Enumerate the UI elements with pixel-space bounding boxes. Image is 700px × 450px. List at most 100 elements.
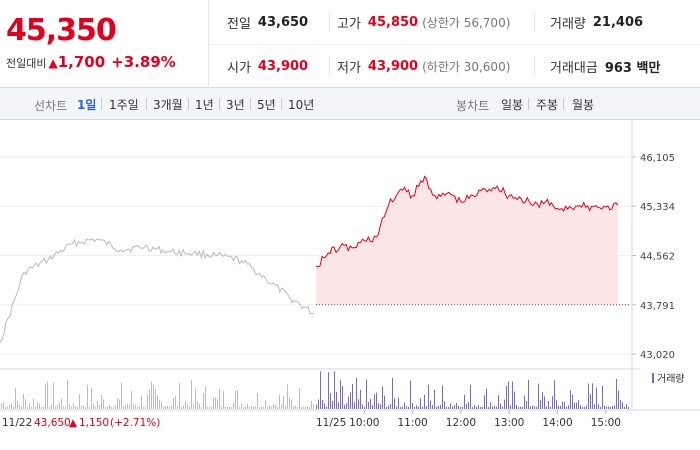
- volume-bar: [332, 401, 333, 409]
- stat-value: 43,900: [257, 58, 309, 74]
- volume-bar: [462, 406, 463, 409]
- volume-bar: [115, 405, 116, 409]
- volume-bar: [572, 394, 573, 409]
- volume-bar: [612, 405, 613, 409]
- prev-day-series: [0, 238, 315, 343]
- volume-bar: [11, 403, 12, 409]
- volume-bar: [348, 396, 349, 409]
- tab-1day[interactable]: 1일: [77, 98, 97, 112]
- volume-bar: [400, 406, 401, 409]
- volume-bar: [217, 398, 218, 409]
- stat-label: 거래대금: [550, 60, 598, 76]
- volume-bar: [177, 406, 178, 409]
- volume-bar: [221, 406, 222, 409]
- volume-bar: [564, 401, 565, 409]
- volume-bar: [366, 379, 367, 409]
- volume-bar: [610, 406, 611, 409]
- volume-bar: [127, 403, 128, 409]
- volume-bar: [311, 400, 312, 409]
- tab-1week[interactable]: 1주일: [109, 98, 139, 112]
- volume-bar: [109, 404, 110, 409]
- volume-bar: [19, 405, 20, 409]
- tab-weekly-candle[interactable]: 주봉: [536, 98, 559, 112]
- volume-bar: [131, 390, 132, 409]
- volume-bar: [283, 395, 284, 409]
- volume-bar: [562, 401, 563, 409]
- volume-bar: [209, 406, 210, 409]
- tab-monthly-candle[interactable]: 월봉: [572, 98, 595, 112]
- tab-daily-candle[interactable]: 일봉: [501, 98, 524, 112]
- volume-bar: [520, 406, 521, 409]
- volume-bar: [279, 394, 280, 409]
- volume-bar: [346, 403, 347, 409]
- volume-bar: [237, 390, 238, 409]
- volume-bar: [588, 383, 589, 409]
- prev-day-close: 43,650: [34, 417, 71, 429]
- prev-day-change: 1,150: [79, 417, 109, 429]
- volume-bar: [454, 405, 455, 409]
- divider: [534, 12, 535, 32]
- volume-bar: [297, 406, 298, 409]
- tab-3months[interactable]: 3개월: [153, 98, 183, 112]
- volume-bars: [1, 371, 629, 409]
- volume-bar: [245, 406, 246, 409]
- volume-bar: [424, 394, 425, 409]
- y-tick-label: 46,105: [640, 153, 675, 164]
- current-price: 45,350: [6, 13, 117, 48]
- volume-bar: [309, 406, 310, 409]
- volume-bar: [584, 406, 585, 409]
- volume-bar: [295, 405, 296, 409]
- volume-bar: [430, 400, 431, 409]
- volume-bar: [560, 405, 561, 409]
- volume-bar: [386, 406, 387, 409]
- volume-bar: [446, 406, 447, 409]
- volume-bar: [153, 384, 154, 409]
- change-amount: 1,700: [57, 53, 106, 71]
- volume-bar: [318, 399, 319, 409]
- volume-bar: [486, 388, 487, 409]
- y-tick-label: 45,334: [640, 202, 675, 213]
- volume-bar: [23, 393, 24, 409]
- volume-bar: [107, 406, 108, 409]
- volume-bar: [592, 383, 593, 409]
- price-chart: 46,105 45,334 44,562 43,791 43,020 10:00 11:0…: [0, 121, 700, 450]
- volume-bar: [392, 377, 393, 409]
- volume-bar: [155, 389, 156, 409]
- tab-10years[interactable]: 10년: [288, 98, 315, 112]
- volume-bar: [31, 406, 32, 409]
- volume-bar: [25, 399, 26, 409]
- volume-bar: [374, 394, 375, 409]
- volume-bar: [87, 384, 88, 409]
- volume-bar: [388, 405, 389, 409]
- volume-bar: [576, 402, 577, 409]
- volume-bar: [622, 402, 623, 409]
- volume-bar: [181, 407, 182, 409]
- volume-bar: [458, 405, 459, 409]
- volume-bar: [175, 395, 176, 409]
- tab-5years[interactable]: 5년: [257, 98, 276, 112]
- volume-bar: [426, 406, 427, 409]
- volume-bar: [289, 396, 290, 409]
- volume-bar: [410, 380, 411, 409]
- volume-bar: [620, 400, 621, 409]
- volume-bar: [169, 406, 170, 409]
- prev-day-pct: (+2.71%): [110, 417, 160, 429]
- volume-bar: [189, 406, 190, 409]
- tab-3years[interactable]: 3년: [226, 98, 245, 112]
- prev-day-caption: 11/22 43,650 ▲ 1,150 (+2.71%): [2, 417, 160, 429]
- volume-legend: 거래량: [652, 373, 685, 385]
- volume-bar: [307, 406, 308, 409]
- volume-bar: [61, 398, 62, 409]
- tab-1year[interactable]: 1년: [195, 98, 214, 112]
- volume-bar: [101, 394, 102, 409]
- prev-day-arrow: ▲: [69, 417, 78, 429]
- line-chart-label: 선차트: [34, 99, 68, 113]
- volume-bar: [540, 399, 541, 409]
- volume-bar: [336, 392, 337, 409]
- volume-bar: [614, 405, 615, 409]
- volume-bar: [229, 406, 230, 409]
- volume-bar: [508, 381, 509, 409]
- stat-amount: 거래대금 963 백만: [550, 44, 660, 88]
- volume-bar: [500, 403, 501, 409]
- volume-bar: [81, 405, 82, 409]
